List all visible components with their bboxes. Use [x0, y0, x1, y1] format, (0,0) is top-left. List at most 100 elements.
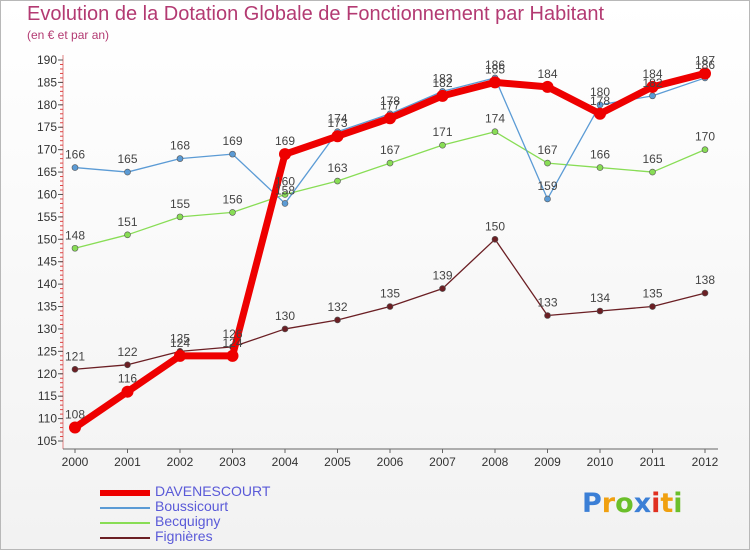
data-label-boussicourt: 178 [380, 94, 400, 108]
data-point-becquigny [701, 146, 709, 153]
x-tick-label: 2006 [377, 455, 404, 469]
legend-label: DAVENESCOURT [155, 483, 271, 499]
chart-subtitle: (en € et par an) [27, 28, 110, 42]
data-label-davenescourt: 184 [537, 67, 557, 81]
data-point-figni-res [281, 325, 289, 333]
data-point-davenescourt [121, 385, 134, 398]
data-point-becquigny [124, 231, 131, 239]
y-tick-label: 155 [37, 210, 57, 224]
data-label-davenescourt: 108 [65, 408, 85, 422]
data-point-davenescourt [174, 349, 186, 362]
x-tick-label: 2003 [219, 455, 246, 469]
data-label-davenescourt: 169 [275, 134, 295, 148]
data-point-boussicourt [649, 92, 656, 100]
data-label-boussicourt: 183 [432, 71, 452, 85]
data-label-boussicourt: 174 [327, 112, 347, 126]
data-label-davenescourt: 187 [695, 53, 715, 67]
data-label-davenescourt: 116 [118, 372, 137, 386]
data-label-figni-res: 135 [380, 287, 400, 301]
data-label-becquigny: 167 [537, 143, 557, 157]
data-label-davenescourt: 124 [222, 336, 242, 350]
legend-label: Becquigny [155, 513, 221, 529]
data-label-becquigny: 167 [380, 143, 400, 157]
data-point-davenescourt [594, 107, 606, 120]
logo-letter: i [651, 488, 661, 519]
y-tick-label: 145 [37, 255, 57, 269]
y-tick-label: 170 [37, 143, 57, 157]
x-tick-label: 2008 [482, 455, 509, 469]
data-label-becquigny: 156 [222, 192, 242, 206]
data-label-boussicourt: 186 [695, 58, 715, 72]
y-tick-label: 190 [37, 53, 57, 67]
x-tick-label: 2010 [587, 455, 614, 469]
data-label-davenescourt: 182 [432, 76, 452, 90]
data-point-figni-res [491, 235, 499, 243]
data-point-boussicourt [71, 164, 79, 171]
x-tick-label: 2002 [167, 455, 194, 469]
data-label-boussicourt: 182 [642, 76, 662, 90]
data-label-becquigny: 151 [117, 215, 137, 229]
data-label-boussicourt: 180 [590, 85, 610, 99]
logo-letter: t [660, 488, 674, 519]
data-point-becquigny [596, 164, 604, 171]
y-tick-label: 115 [38, 389, 57, 403]
data-point-figni-res [544, 312, 551, 319]
series-layer [69, 67, 711, 434]
data-labels: 121 122 125 126 130 132 135 139 150 133 134 135 138 1… [65, 53, 715, 421]
logo-letter: P [582, 488, 602, 519]
data-label-davenescourt: 184 [642, 67, 662, 81]
data-label-becquigny: 165 [642, 152, 662, 166]
data-label-figni-res: 139 [432, 269, 452, 283]
legend-swatch [100, 490, 150, 496]
data-point-boussicourt [229, 150, 236, 158]
data-label-boussicourt: 168 [170, 139, 190, 153]
data-point-becquigny [334, 177, 341, 185]
logo-letter: i [673, 488, 683, 519]
legend-label: Boussicourt [155, 498, 229, 514]
data-label-becquigny: 166 [590, 148, 610, 162]
data-label-boussicourt: 186 [485, 58, 505, 72]
data-label-becquigny: 163 [327, 161, 347, 175]
data-point-boussicourt [281, 200, 289, 207]
data-label-becquigny: 171 [432, 125, 452, 139]
y-tick-label: 105 [37, 434, 57, 448]
chart-title: Evolution de la Dotation Globale de Fonc… [27, 3, 605, 25]
data-point-boussicourt [544, 195, 551, 203]
logo-letter: x [633, 488, 652, 519]
data-label-figni-res: 122 [117, 345, 137, 359]
data-point-becquigny [649, 168, 656, 176]
y-tick-label: 175 [37, 120, 57, 134]
y-tick-label: 125 [37, 344, 57, 358]
data-point-figni-res [596, 307, 604, 315]
data-label-davenescourt: 178 [590, 94, 610, 108]
y-tick-label: 110 [38, 412, 57, 426]
data-point-davenescourt [699, 67, 711, 80]
data-point-davenescourt [279, 148, 291, 161]
data-label-becquigny: 160 [275, 174, 295, 188]
x-tick-label: 2000 [62, 455, 89, 469]
x-tick-label: 2011 [640, 455, 666, 469]
data-label-boussicourt: 166 [65, 148, 85, 162]
data-point-davenescourt [384, 112, 396, 125]
y-tick-label: 185 [37, 75, 57, 89]
data-point-davenescourt [541, 80, 554, 93]
data-point-becquigny [176, 213, 184, 221]
data-label-figni-res: 125 [170, 331, 190, 345]
data-point-boussicourt [176, 155, 184, 162]
y-tick-label: 130 [37, 322, 57, 336]
data-point-boussicourt [124, 168, 131, 176]
data-label-figni-res: 132 [327, 300, 347, 314]
data-label-figni-res: 134 [590, 291, 610, 305]
data-point-figni-res [701, 289, 709, 297]
data-label-boussicourt: 158 [275, 183, 295, 197]
x-tick-label: 2012 [692, 455, 719, 469]
x-tick-label: 2004 [272, 455, 299, 469]
data-point-figni-res [649, 303, 656, 310]
data-label-figni-res: 126 [222, 327, 242, 341]
data-label-boussicourt: 165 [117, 152, 137, 166]
data-point-davenescourt [489, 76, 501, 89]
data-point-figni-res [334, 316, 341, 324]
data-point-figni-res [71, 365, 79, 373]
